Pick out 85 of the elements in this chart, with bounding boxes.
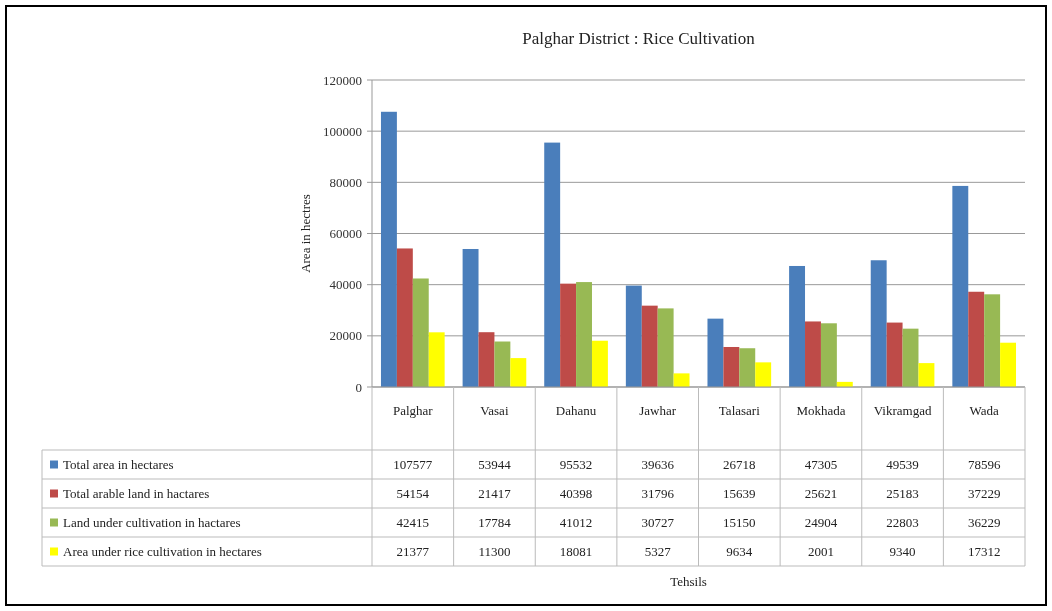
bar <box>462 248 479 387</box>
y-tick-label: 120000 <box>323 72 362 88</box>
data-label: 25183 <box>886 486 919 502</box>
data-label: 49539 <box>886 457 919 473</box>
bar <box>820 323 837 387</box>
data-label: 42415 <box>396 515 430 531</box>
data-label: 40398 <box>559 486 593 502</box>
data-label: 24904 <box>804 515 838 531</box>
y-axis-title: Area in hectres <box>298 194 313 273</box>
bar <box>739 348 756 387</box>
bar <box>902 328 919 387</box>
data-label: 78596 <box>967 457 1001 473</box>
bar <box>396 248 413 387</box>
x-tick-label: Vikramgad <box>873 403 932 418</box>
data-label: 17784 <box>478 515 512 531</box>
bar <box>673 373 690 387</box>
x-tick-label: Jawhar <box>639 403 677 418</box>
legend-label: Total arable land in hactares <box>63 486 210 502</box>
bar <box>625 285 642 387</box>
chart-title: Palghar District : Rice Cultivation <box>522 29 756 48</box>
bar <box>657 308 674 387</box>
data-label: 53944 <box>478 457 512 473</box>
data-label: 47305 <box>804 457 838 473</box>
x-tick-label: Vasai <box>480 403 509 418</box>
data-label: 15150 <box>723 515 756 531</box>
bar <box>886 322 903 387</box>
bar <box>707 318 724 387</box>
data-label: 31796 <box>641 486 675 502</box>
y-tick-label: 20000 <box>329 328 362 344</box>
bar <box>478 332 495 387</box>
data-label: 2001 <box>807 544 834 560</box>
data-label: 18081 <box>559 544 593 560</box>
text: Tehsils <box>670 574 707 589</box>
x-tick-label: Wada <box>969 403 1000 418</box>
bar <box>1000 342 1017 387</box>
y-tick-label: 80000 <box>329 174 362 190</box>
data-label: 11300 <box>478 544 511 560</box>
bar <box>918 363 935 387</box>
bar <box>789 265 806 387</box>
data-label: 41012 <box>559 515 593 531</box>
y-tick-label: 0 <box>355 379 362 395</box>
bar <box>805 321 821 387</box>
x-tick-label: Palghar <box>392 403 434 418</box>
bar <box>412 278 429 387</box>
y-tick-label: 60000 <box>329 226 362 242</box>
x-tick-label: Mokhada <box>796 403 846 418</box>
bar <box>968 291 985 387</box>
legend-label: Area under rice cultivation in hectares <box>63 544 262 560</box>
bar <box>544 142 561 387</box>
data-label: 22803 <box>886 515 919 531</box>
bar <box>952 185 969 387</box>
y-tick-label: 40000 <box>329 277 362 293</box>
data-label: 9340 <box>889 544 916 560</box>
data-label: 54154 <box>396 486 430 502</box>
x-tick-label: Talasari <box>718 403 761 418</box>
data-label: 95532 <box>559 457 593 473</box>
bar <box>591 340 608 387</box>
data-label: 5327 <box>644 544 672 560</box>
y-tick-label: 100000 <box>323 123 362 139</box>
data-label: 107577 <box>393 457 433 473</box>
data-label: 17312 <box>967 544 1001 560</box>
data-label: 9634 <box>726 544 753 560</box>
data-label: 30727 <box>641 515 675 531</box>
x-tick-label: Dahanu <box>555 403 597 418</box>
data-label: 39636 <box>641 457 675 473</box>
bar <box>870 260 887 387</box>
data-label: 21417 <box>478 486 512 502</box>
bar <box>984 294 1001 387</box>
bar <box>755 362 772 387</box>
bar <box>560 283 577 387</box>
legend-label: Total area in hectares <box>63 457 174 473</box>
data-label: 15639 <box>723 486 756 502</box>
data-label: 36229 <box>967 515 1001 531</box>
bar <box>576 282 592 387</box>
bar <box>380 111 397 387</box>
bar <box>494 341 511 387</box>
data-label: 21377 <box>396 544 430 560</box>
bar <box>428 332 445 387</box>
legend-label: Land under cultivation in hactares <box>63 515 241 531</box>
data-label: 25621 <box>804 486 838 502</box>
data-label: 37229 <box>967 486 1001 502</box>
bar <box>641 305 658 387</box>
data-label: 26718 <box>723 457 756 473</box>
bar <box>723 346 740 387</box>
bar <box>510 358 527 387</box>
